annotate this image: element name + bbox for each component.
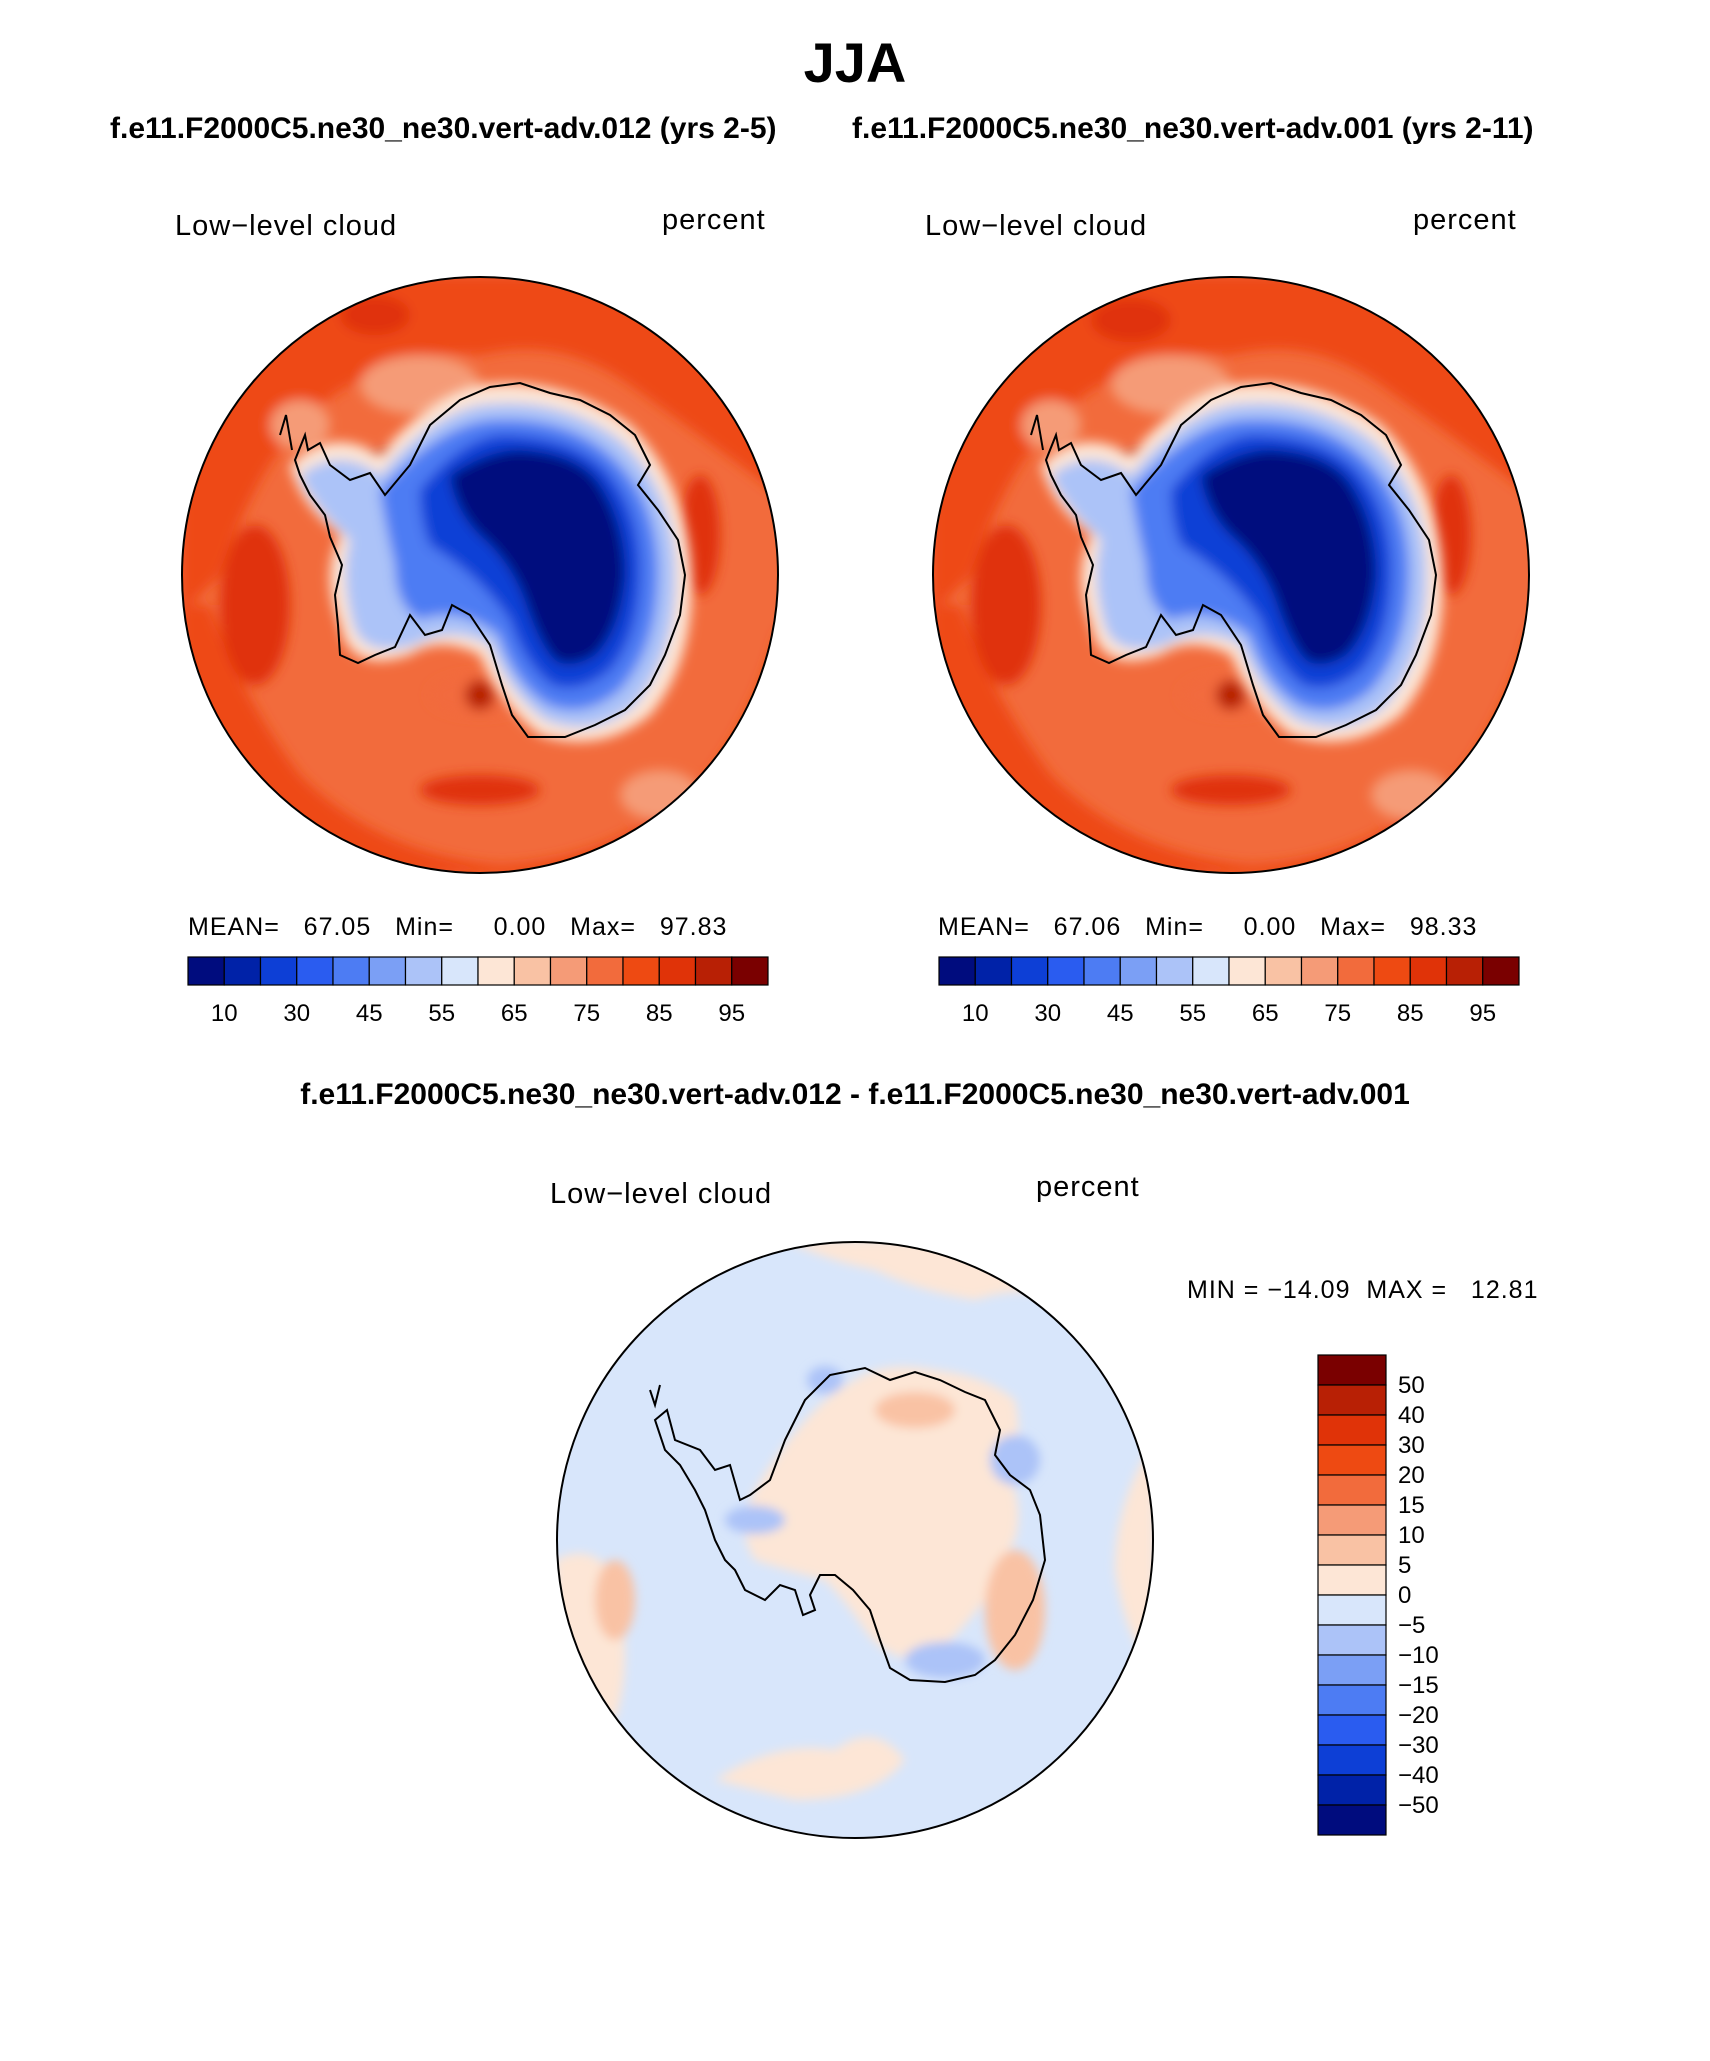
colorbar-box: [1445, 956, 1484, 986]
case-subtitle-right: f.e11.F2000C5.ne30_ne30.vert-adv.001 (yr…: [852, 112, 1534, 145]
colorbar-tick-label: 85: [1397, 1000, 1424, 1027]
colorbar-tick-label: 85: [646, 1000, 673, 1027]
colorbar-box: [441, 956, 479, 986]
colorbar-tick-label: 45: [356, 1000, 383, 1027]
colorbar-box: [1317, 1774, 1387, 1806]
colorbar-box: [1155, 956, 1194, 986]
colorbar-tick-label: 55: [428, 1000, 455, 1027]
colorbar-tick-label: 75: [573, 1000, 600, 1027]
panel2-stats: MEAN= 67.06 Min= 0.00 Max= 98.33: [938, 913, 1478, 941]
colorbar-box: [296, 956, 334, 986]
colorbar-box: [1482, 956, 1520, 986]
colorbar-box: [1047, 956, 1085, 986]
colorbar-panel1: 10 30 45 55 65 75 85 95: [187, 956, 769, 1027]
colorbar-box: [586, 956, 624, 986]
case-subtitle-left: f.e11.F2000C5.ne30_ne30.vert-adv.012 (yr…: [110, 112, 777, 145]
colorbar-box: [658, 956, 697, 986]
colorbar-tick-label: 45: [1107, 1000, 1134, 1027]
colorbar-box: [513, 956, 552, 986]
colorbar-tick-label: 75: [1324, 1000, 1351, 1027]
colorbar-box: [259, 956, 298, 986]
colorbar-tick-label: 30: [1398, 1432, 1425, 1459]
colorbar-tick-label: 40: [1398, 1402, 1425, 1429]
diff-variable-label: Low−level cloud: [550, 1178, 773, 1210]
colorbar-tick-label: 10: [1398, 1522, 1425, 1549]
colorbar-box: [1317, 1594, 1387, 1626]
colorbar-panel2: 10 30 45 55 65 75 85 95: [938, 956, 1520, 1027]
diff-stats: MIN = −14.09 MAX = 12.81: [1187, 1276, 1539, 1304]
colorbar-box: [974, 956, 1013, 986]
colorbar-tick-label: 50: [1398, 1372, 1425, 1399]
colorbar-box: [1373, 956, 1411, 986]
colorbar-tick-label: 95: [718, 1000, 745, 1027]
colorbar-box: [404, 956, 443, 986]
colorbar-box: [938, 956, 976, 986]
panel2-variable-label: Low−level cloud: [925, 210, 1148, 242]
colorbar-box: [1317, 1384, 1387, 1416]
colorbar-box: [1317, 1414, 1387, 1446]
colorbar-box: [1317, 1714, 1387, 1746]
colorbar-box: [1010, 956, 1049, 986]
colorbar-box: [1317, 1474, 1387, 1506]
colorbar-tick-label: 10: [962, 1000, 989, 1027]
colorbar-tick-label: 65: [1252, 1000, 1279, 1027]
colorbar-box: [731, 956, 769, 986]
colorbar-box: [694, 956, 733, 986]
colorbar-box: [1083, 956, 1121, 986]
colorbar-box: [223, 956, 262, 986]
plot-title: JJA: [803, 31, 907, 94]
antarctic-map-panel2: [932, 276, 1530, 874]
colorbar-box: [1317, 1354, 1387, 1386]
panel1-stats: MEAN= 67.05 Min= 0.00 Max= 97.83: [188, 913, 728, 941]
colorbar-box: [477, 956, 515, 986]
colorbar-box: [368, 956, 407, 986]
colorbar-tick-label: 30: [1034, 1000, 1061, 1027]
difference-title: f.e11.F2000C5.ne30_ne30.vert-adv.012 - f…: [300, 1078, 1410, 1111]
colorbar-box: [622, 956, 660, 986]
antarctic-map-difference: [556, 1241, 1154, 1839]
panel2-units-label: percent: [1413, 204, 1517, 236]
colorbar-box: [1317, 1564, 1387, 1596]
colorbar-box: [1317, 1654, 1387, 1686]
colorbar-box: [1317, 1624, 1387, 1656]
colorbar-box: [1317, 1444, 1387, 1476]
colorbar-box: [1317, 1534, 1387, 1566]
colorbar-box: [1317, 1744, 1387, 1776]
colorbar-box: [1228, 956, 1266, 986]
colorbar-tick-label: 15: [1398, 1492, 1425, 1519]
colorbar-tick-label: −10: [1398, 1642, 1439, 1669]
colorbar-tick-label: −15: [1398, 1672, 1439, 1699]
colorbar-box: [1119, 956, 1158, 986]
colorbar-tick-label: −20: [1398, 1702, 1439, 1729]
colorbar-box: [187, 956, 225, 986]
colorbar-tick-label: 20: [1398, 1462, 1425, 1489]
colorbar-box: [1317, 1804, 1387, 1836]
colorbar-tick-label: 0: [1398, 1582, 1411, 1609]
colorbar-box: [1337, 956, 1375, 986]
colorbar-box: [1300, 956, 1339, 986]
colorbar-box: [549, 956, 588, 986]
colorbar-box: [1409, 956, 1448, 986]
colorbar-box: [1317, 1504, 1387, 1536]
colorbar-tick-label: 65: [501, 1000, 528, 1027]
antarctic-map-panel1: [181, 276, 779, 874]
diff-units-label: percent: [1036, 1171, 1140, 1203]
colorbar-tick-label: 30: [283, 1000, 310, 1027]
colorbar-tick-label: 5: [1398, 1552, 1411, 1579]
colorbar-tick-label: −40: [1398, 1762, 1439, 1789]
panel1-units-label: percent: [662, 204, 766, 236]
colorbar-box: [1264, 956, 1303, 986]
colorbar-tick-label: −30: [1398, 1732, 1439, 1759]
colorbar-box: [332, 956, 370, 986]
colorbar-box: [1192, 956, 1230, 986]
colorbar-box: [1317, 1684, 1387, 1716]
colorbar-tick-label: 95: [1469, 1000, 1496, 1027]
colorbar-tick-label: −50: [1398, 1792, 1439, 1819]
panel1-variable-label: Low−level cloud: [175, 210, 398, 242]
colorbar-tick-label: 10: [211, 1000, 238, 1027]
colorbar-tick-label: 55: [1179, 1000, 1206, 1027]
colorbar-tick-label: −5: [1398, 1612, 1425, 1639]
